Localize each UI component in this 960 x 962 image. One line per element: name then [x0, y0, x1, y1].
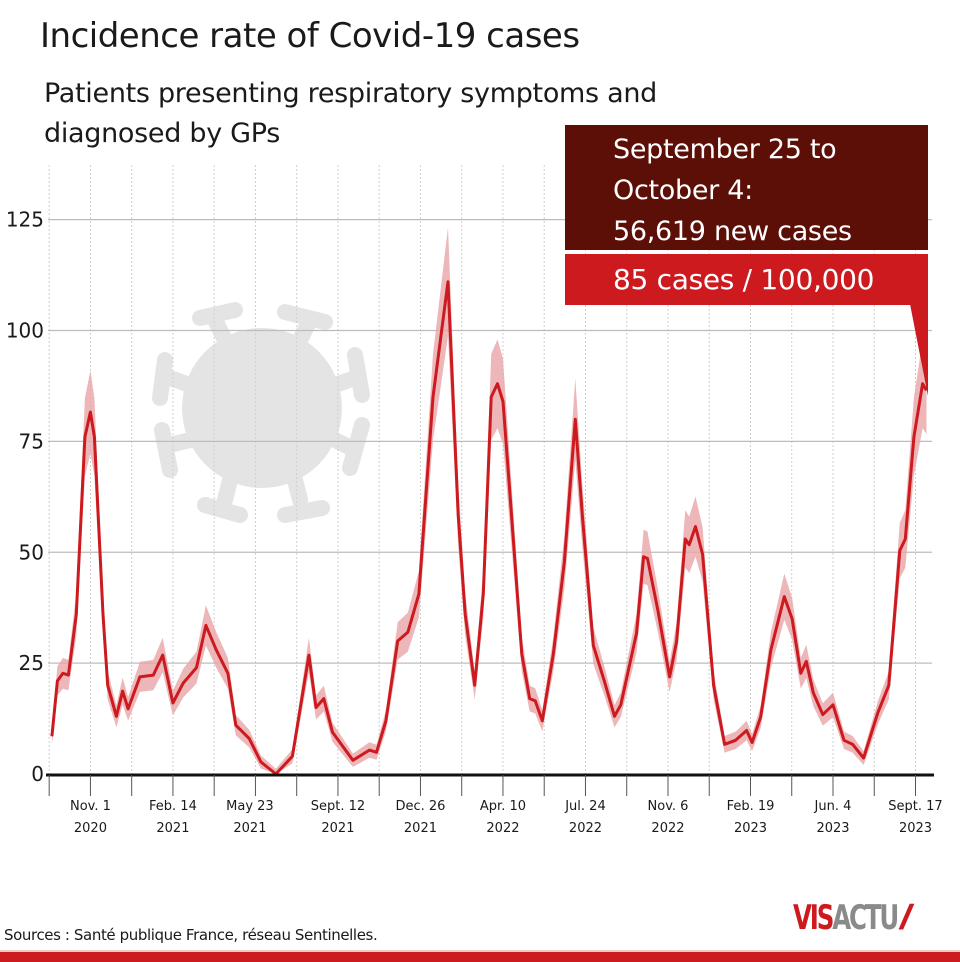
x-tick-label-line: 2022 [486, 821, 519, 836]
visactu-logo: VISACTU ⁄⁄ [793, 898, 907, 938]
x-tick-label-line: May 23 [226, 799, 274, 814]
x-tick-label-line: 2022 [651, 821, 684, 836]
x-tick-label-line: Jul. 24 [564, 799, 606, 814]
y-axis-labels: 0 25 50 75 100 125 [6, 208, 44, 786]
x-tick-label: Dec. 26 2021 [395, 799, 445, 836]
y-tick-label: 75 [19, 429, 44, 453]
x-tick-label: May 23 2021 [226, 799, 274, 836]
x-tick-label-line: Sept. 17 [888, 799, 942, 814]
x-tick-label-line: 2021 [156, 821, 189, 836]
x-tick-label: Feb. 14 2021 [149, 799, 197, 836]
x-tick-label-line: Feb. 19 [727, 799, 775, 814]
source-note: Sources : Santé publique France, réseau … [4, 926, 377, 944]
x-tick-label: Sept. 17 2023 [888, 799, 942, 836]
y-tick-label: 25 [19, 651, 44, 675]
y-tick-label: 50 [19, 540, 44, 564]
incidence-line [52, 282, 927, 774]
x-tick-label-line: Sept. 12 [311, 799, 365, 814]
y-tick-label: 100 [6, 319, 44, 343]
x-tick-label-line: Apr. 10 [480, 799, 526, 814]
confidence-band [52, 227, 927, 774]
y-tick-label: 125 [6, 208, 44, 232]
x-axis-labels: Nov. 1 2020 Feb. 14 2021 May 23 2021 Sept. 12 2… [70, 799, 943, 836]
latest-value-callout: September 25 to October 4: 56,619 new ca… [565, 125, 928, 305]
callout-new-cases: 56,619 new cases [613, 211, 928, 252]
callout-period-box: September 25 to October 4: 56,619 new ca… [565, 125, 928, 250]
x-tick-label-line: Feb. 14 [149, 799, 197, 814]
x-tick-label: Nov. 1 2020 [70, 799, 111, 836]
coronavirus-icon [160, 310, 362, 515]
x-tick-label: Nov. 6 2022 [648, 799, 689, 836]
x-tick-label: Feb. 19 2023 [727, 799, 775, 836]
x-tick-label: Jun. 4 2023 [814, 799, 852, 836]
y-tick-label: 0 [31, 762, 44, 786]
x-tick-label-line: 2021 [233, 821, 266, 836]
callout-rate: 85 cases / 100,000 [565, 254, 928, 305]
x-tick-label: Apr. 10 2022 [480, 799, 526, 836]
x-tick-label-line: 2022 [569, 821, 602, 836]
x-tick-label-line: 2021 [321, 821, 354, 836]
x-tick-label-line: 2020 [74, 821, 107, 836]
x-axis-ticks [49, 775, 915, 796]
x-tick-label-line: Dec. 26 [395, 799, 445, 814]
x-tick-label-line: Nov. 6 [648, 799, 689, 814]
x-tick-label-line: 2023 [816, 821, 849, 836]
x-tick-label: Sept. 12 2021 [311, 799, 365, 836]
x-tick-label-line: Nov. 1 [70, 799, 111, 814]
x-tick-label-line: 2023 [734, 821, 767, 836]
x-tick-label-line: 2023 [899, 821, 932, 836]
bottom-bar [0, 950, 960, 962]
x-tick-label: Jul. 24 2022 [564, 799, 606, 836]
x-tick-label-line: Jun. 4 [814, 799, 852, 814]
callout-period: September 25 to October 4: [613, 129, 928, 211]
x-tick-label-line: 2021 [404, 821, 437, 836]
